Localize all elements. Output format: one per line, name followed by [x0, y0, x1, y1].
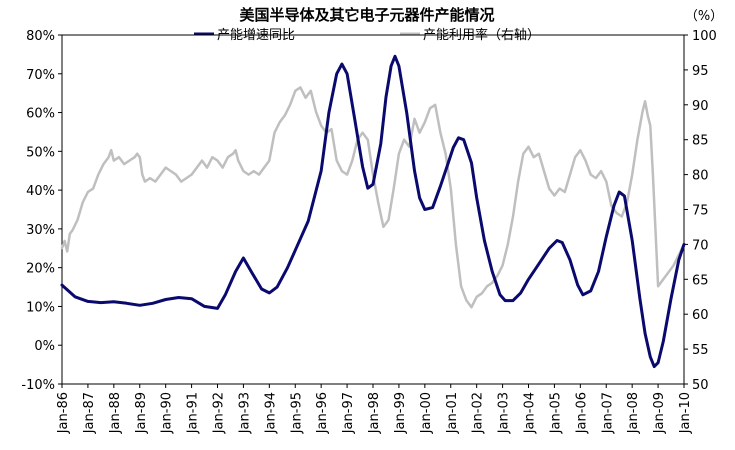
left-axis-tick-label: 70% [26, 68, 55, 83]
x-axis-tick-label: Jan-07 [600, 392, 615, 434]
right-axis-tick-label: 90 [692, 99, 709, 114]
x-axis-tick-label: Jan-91 [186, 392, 201, 434]
x-axis-tick-label: Jan-94 [263, 392, 278, 434]
right-axis-tick-label: 65 [692, 273, 709, 288]
right-axis-tick-label: 50 [692, 378, 709, 393]
x-axis-tick-label: Jan-02 [471, 392, 486, 434]
chart-title: 美国半导体及其它电子元器件产能情况 [239, 6, 494, 24]
x-axis-tick-label: Jan-08 [626, 392, 641, 434]
x-axis-tick-label: Jan-06 [574, 392, 589, 434]
x-axis-tick-label: Jan-92 [212, 392, 227, 434]
x-axis-tick-label: Jan-95 [289, 392, 304, 434]
x-axis-tick-label: Jan-01 [445, 392, 460, 434]
series-line-growth [60, 54, 686, 369]
left-axis-tick-label: 40% [26, 184, 55, 199]
x-axis-tick-label: Jan-89 [134, 392, 149, 434]
x-axis-tick-label: Jan-96 [315, 392, 330, 434]
x-axis-tick-label: Jan-05 [548, 392, 563, 434]
x-axis-tick-label: Jan-10 [678, 392, 693, 434]
right-axis-tick-label: 70 [692, 238, 709, 253]
series-layer [60, 54, 686, 369]
right-axis-tick-label: 85 [692, 134, 709, 149]
x-axis: Jan-86 Jan-87 Jan-88 Jan-89 Jan-90 Jan-91 Jan-… [56, 384, 693, 434]
left-axis-tick-label: 50% [26, 145, 55, 160]
x-axis-tick-label: Jan-97 [341, 392, 356, 434]
x-axis-tick-label: Jan-86 [56, 392, 71, 434]
right-axis-tick-label: 75 [692, 204, 709, 219]
left-axis-tick-label: 30% [26, 223, 55, 238]
left-axis-tick-label: 20% [26, 262, 55, 277]
left-axis-tick-label: 60% [26, 107, 55, 122]
right-axis-tick-label: 95 [692, 64, 709, 79]
right-axis-tick-label: 55 [692, 343, 709, 358]
left-axis-tick-label: 10% [26, 300, 55, 315]
right-axis-tick-label: 60 [692, 308, 709, 323]
x-axis-tick-label: Jan-98 [367, 392, 382, 434]
x-axis-tick-label: Jan-99 [393, 392, 408, 434]
right-axis: 50 55 60 65 70 75 80 85 90 95 100 [684, 29, 717, 393]
right-axis-tick-label: 100 [692, 29, 717, 44]
left-axis-tick-label: 0% [34, 339, 55, 354]
right-axis-unit: （%） [685, 9, 723, 24]
right-axis-tick-label: 80 [692, 169, 709, 184]
plot-area-frame [61, 34, 685, 385]
x-axis-tick-label: Jan-88 [108, 392, 123, 434]
left-axis-tick-label: -10% [21, 378, 55, 393]
x-axis-tick-label: Jan-03 [497, 392, 512, 434]
x-axis-tick-label: Jan-87 [82, 392, 97, 434]
left-axis-tick-label: 80% [26, 29, 55, 44]
series-line-utilization [60, 86, 686, 309]
x-axis-tick-label: Jan-09 [652, 392, 667, 434]
left-axis: -10% 0% 10% 20% 30% 40% 50% 60% 70% 80% [21, 29, 62, 393]
x-axis-tick-label: Jan-90 [160, 392, 175, 434]
x-axis-tick-label: Jan-04 [523, 392, 538, 434]
x-axis-tick-label: Jan-00 [419, 392, 434, 434]
x-axis-tick-label: Jan-93 [237, 392, 252, 434]
